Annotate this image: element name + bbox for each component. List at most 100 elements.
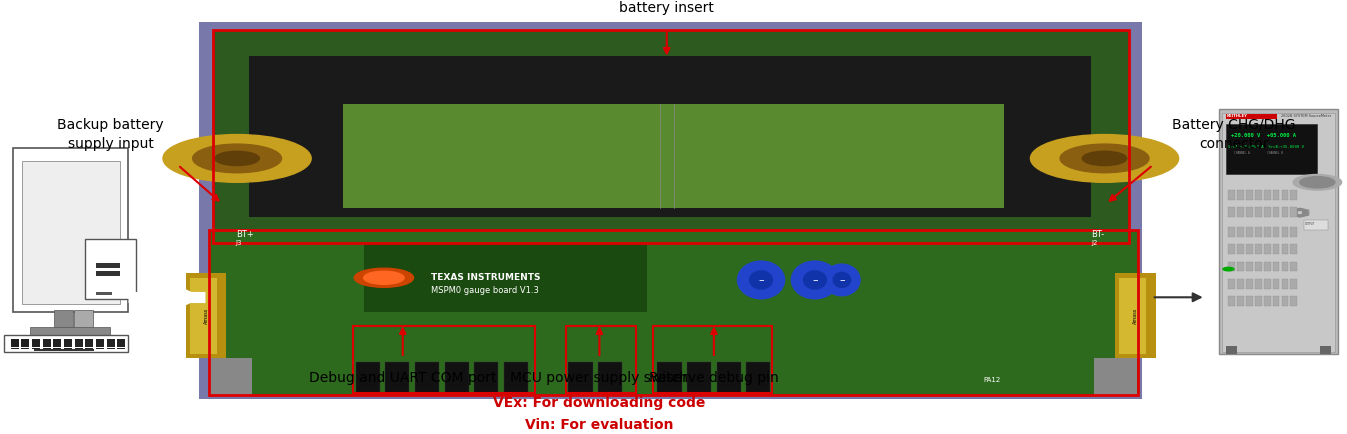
- Bar: [474, 362, 498, 393]
- Bar: [32, 343, 40, 345]
- Circle shape: [364, 271, 404, 284]
- Bar: [209, 230, 1138, 395]
- Bar: [117, 345, 125, 347]
- Text: MSPM0 gauge board V1.3: MSPM0 gauge board V1.3: [431, 286, 539, 295]
- Text: BT+: BT+: [236, 230, 253, 239]
- Bar: [96, 339, 104, 341]
- Text: OUTPUT: OUTPUT: [1305, 222, 1316, 226]
- Bar: [1238, 262, 1245, 271]
- Bar: [1263, 227, 1270, 237]
- Bar: [22, 161, 120, 304]
- Bar: [32, 345, 40, 347]
- Circle shape: [1082, 151, 1126, 165]
- Bar: [1246, 190, 1253, 200]
- Bar: [11, 343, 19, 345]
- Bar: [1273, 296, 1280, 306]
- Text: –: –: [758, 275, 764, 285]
- Bar: [22, 339, 30, 341]
- Bar: [1255, 296, 1262, 306]
- Bar: [1119, 278, 1146, 354]
- Bar: [199, 22, 1142, 399]
- Bar: [22, 348, 30, 349]
- Bar: [1219, 108, 1338, 354]
- Bar: [1238, 244, 1245, 254]
- Bar: [653, 326, 772, 393]
- Bar: [74, 343, 82, 345]
- Circle shape: [193, 144, 282, 173]
- Circle shape: [1060, 144, 1149, 173]
- Text: Debug and UART COM port: Debug and UART COM port: [308, 371, 497, 385]
- Text: KEITHLEY: KEITHLEY: [1227, 114, 1247, 118]
- Bar: [1226, 124, 1317, 174]
- Bar: [1320, 346, 1331, 354]
- Bar: [85, 348, 93, 349]
- Bar: [1238, 296, 1245, 306]
- Bar: [34, 349, 94, 351]
- Bar: [11, 345, 19, 347]
- Bar: [1246, 244, 1253, 254]
- Bar: [1255, 244, 1262, 254]
- Bar: [96, 341, 104, 343]
- Bar: [1263, 190, 1270, 200]
- Bar: [1228, 296, 1235, 306]
- Bar: [717, 362, 741, 393]
- Bar: [1273, 190, 1280, 200]
- Text: –: –: [839, 275, 845, 285]
- Bar: [598, 362, 622, 393]
- Bar: [117, 341, 125, 343]
- Bar: [1238, 279, 1245, 289]
- Bar: [1238, 207, 1245, 217]
- Text: J2: J2: [1091, 240, 1098, 246]
- Bar: [1290, 296, 1297, 306]
- Bar: [1273, 279, 1280, 289]
- Bar: [1255, 207, 1262, 217]
- Text: Battery CHG/DHG
connector: Battery CHG/DHG connector: [1172, 118, 1296, 151]
- Bar: [74, 310, 93, 328]
- Bar: [1281, 207, 1288, 217]
- Bar: [568, 362, 593, 393]
- Bar: [385, 362, 409, 393]
- Bar: [1238, 227, 1245, 237]
- Bar: [54, 348, 62, 349]
- Bar: [1255, 279, 1262, 289]
- Bar: [1228, 262, 1235, 271]
- Text: SrcA:+10.0000 A  SrcB:+35.0000 V: SrcA:+10.0000 A SrcB:+35.0000 V: [1228, 145, 1304, 148]
- Bar: [74, 341, 82, 343]
- Polygon shape: [1303, 209, 1309, 216]
- Bar: [1228, 244, 1235, 254]
- Bar: [1304, 220, 1328, 230]
- Bar: [1246, 279, 1253, 289]
- Bar: [32, 348, 40, 349]
- Ellipse shape: [749, 270, 773, 290]
- Bar: [1222, 113, 1335, 352]
- Bar: [43, 341, 51, 343]
- Text: J3: J3: [236, 240, 242, 246]
- Bar: [54, 339, 62, 341]
- Bar: [1255, 190, 1262, 200]
- Text: Amass: Amass: [203, 308, 209, 324]
- Bar: [209, 230, 1138, 395]
- Text: –: –: [812, 275, 818, 285]
- Bar: [54, 341, 62, 343]
- Bar: [1281, 227, 1288, 237]
- Bar: [1263, 207, 1270, 217]
- Circle shape: [1293, 174, 1342, 190]
- Bar: [85, 239, 136, 299]
- Bar: [22, 345, 30, 347]
- Bar: [117, 343, 125, 345]
- Bar: [415, 362, 439, 393]
- Bar: [1246, 207, 1253, 217]
- Text: BT-: BT-: [1091, 230, 1105, 239]
- Bar: [43, 343, 51, 345]
- Bar: [63, 343, 71, 345]
- Bar: [1273, 227, 1280, 237]
- Polygon shape: [1290, 215, 1309, 217]
- Bar: [63, 339, 71, 341]
- Bar: [1281, 244, 1288, 254]
- Bar: [213, 30, 1129, 243]
- Text: VEx: For downloading code: VEx: For downloading code: [493, 396, 706, 410]
- Ellipse shape: [823, 263, 861, 296]
- Circle shape: [214, 151, 259, 165]
- Bar: [63, 341, 71, 343]
- Bar: [106, 345, 114, 347]
